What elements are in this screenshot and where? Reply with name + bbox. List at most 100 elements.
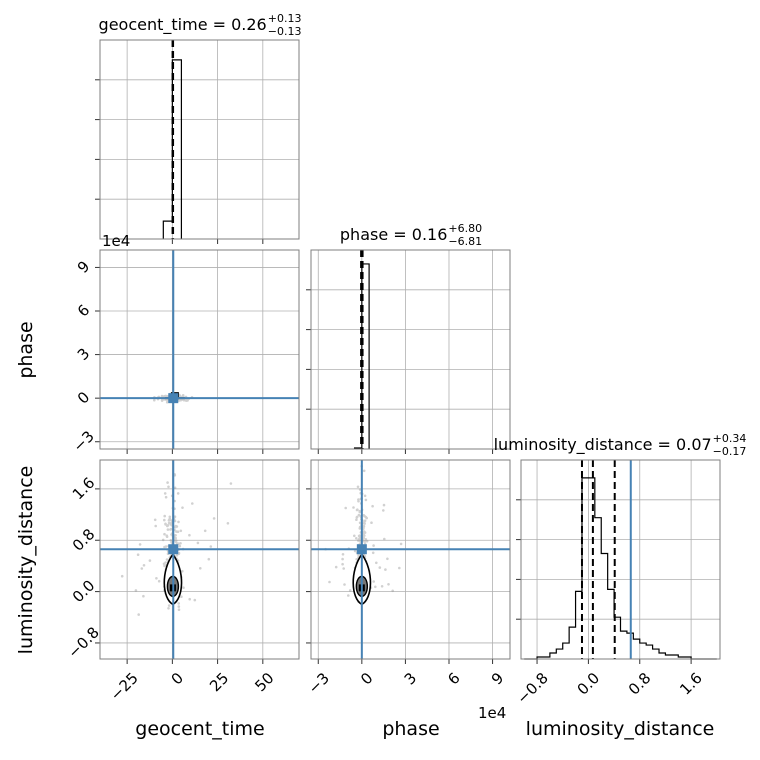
title-geocent-time-plus: +0.13: [268, 12, 302, 25]
panel-geocent-time-vs-luminosity-distance-frame: [99, 459, 300, 660]
panel-geocent-time-vs-luminosity-distance-point-162: [203, 529, 207, 533]
panel-geocent-time-vs-luminosity-distance-point-169: [153, 518, 157, 522]
panel-geocent-time-vs-phase-point-43: [186, 399, 189, 402]
panel-geocent-time-vs-phase: −3 0 3 6 9: [69, 249, 300, 456]
panel-phase-vs-luminosity-distance-point-184: [382, 509, 385, 512]
panel-geocent-time-vs-luminosity-distance: −25 0 25 50−0.80.00.81.6: [64, 459, 300, 704]
title-phase-minus: −6.81: [448, 235, 482, 248]
xlabel-luminosity-distance: luminosity_distance: [526, 718, 715, 740]
panel-phase-vs-luminosity-distance-point-241: [355, 537, 358, 540]
panel-geocent-time-vs-luminosity-distance-xticklabel-3: 50: [251, 669, 277, 695]
panel-geocent-time-vs-luminosity-distance-point-8: [167, 519, 171, 522]
panel-phase-vs-luminosity-distance-point-174: [355, 508, 359, 512]
panel-phase-vs-luminosity-distance-point-180: [364, 498, 368, 502]
panel-phase-vs-luminosity-distance-xticklabel-2: 3: [401, 669, 420, 688]
titles: geocent_time = 0.26 +0.13−0.13 phase = 0.1…: [99, 12, 747, 458]
panel-phase-vs-luminosity-distance-point-170: [364, 538, 368, 541]
panel-geocent-time-vs-phase-point-20: [181, 394, 185, 397]
panel-geocent-time-vs-luminosity-distance-point-64: [167, 521, 171, 525]
panel-phase-vs-luminosity-distance-point-259: [391, 589, 395, 593]
panel-geocent-time-vs-luminosity-distance-point-28: [168, 518, 171, 521]
panel-geocent-time-vs-luminosity-distance-point-59: [161, 538, 165, 542]
panel-geocent-time-vs-luminosity-distance-point-138: [212, 517, 216, 520]
panel-geocent-time-vs-luminosity-distance-point-52: [165, 535, 169, 538]
panel-phase-vs-luminosity-distance-point-234: [343, 583, 346, 586]
panel-geocent-time-vs-phase-yticklabel-1: 0: [74, 388, 93, 407]
panel-geocent-time-vs-luminosity-distance-point-68: [136, 553, 140, 556]
panel-geocent-time-vs-luminosity-distance-point-49: [175, 525, 179, 528]
panel-phase-vs-luminosity-distance-point-30: [398, 566, 401, 570]
panel-phase-vs-luminosity-distance-point-95: [363, 534, 366, 537]
panel-geocent-time-vs-luminosity-distance-point-61: [163, 564, 166, 568]
panel-geocent-time-vs-luminosity-distance-point-238: [163, 532, 166, 536]
panel-geocent-time-vs-luminosity-distance-point-66: [179, 529, 183, 533]
panel-geocent-time-vs-luminosity-distance-point-151: [209, 545, 213, 548]
panel-geocent-time-vs-luminosity-distance-xticklabel-1: 0: [168, 669, 187, 688]
panel-phase-vs-luminosity-distance-point-186: [358, 488, 362, 491]
panel-phase-vs-luminosity-distance-point-61: [344, 506, 348, 510]
hist-phase-frame: [310, 249, 511, 450]
panel-phase-vs-luminosity-distance-point-145: [347, 594, 350, 597]
panel-geocent-time-vs-luminosity-distance-point-145: [177, 608, 181, 611]
hist-luminosity-distance-xticklabel-0: −0.8: [513, 669, 551, 707]
panel-geocent-time-vs-luminosity-distance-point-42: [137, 613, 140, 616]
phase-x-offset-label: 1e4: [478, 704, 506, 722]
panel-geocent-time-vs-luminosity-distance-point-148: [174, 534, 177, 537]
panel-geocent-time-vs-luminosity-distance-point-218: [170, 541, 173, 544]
panel-geocent-time-vs-luminosity-distance-point-48: [163, 514, 166, 518]
panel-geocent-time-vs-luminosity-distance-point-160: [173, 519, 177, 523]
panel-geocent-time-vs-luminosity-distance-point-191: [166, 481, 169, 484]
panel-geocent-time-vs-luminosity-distance-point-253: [166, 524, 169, 528]
panel-phase-vs-luminosity-distance-point-53: [357, 499, 360, 503]
title-luminosity-distance-plus: +0.34: [713, 432, 747, 445]
panel-geocent-time-vs-luminosity-distance-point-150: [142, 594, 145, 598]
panel-geocent-time-vs-luminosity-distance-point-22: [164, 561, 167, 564]
panel-phase-vs-luminosity-distance-point-34: [341, 562, 344, 566]
title-geocent-time: geocent_time = 0.26 +0.13−0.13: [99, 12, 302, 38]
panel-phase-vs-luminosity-distance-point-222: [363, 531, 367, 534]
hist-luminosity-distance-steps: [524, 477, 717, 660]
panel-phase-vs-luminosity-distance-point-195: [357, 539, 360, 542]
panel-phase-vs-luminosity-distance-point-63: [358, 527, 362, 530]
title-phase-plus: +6.80: [448, 222, 482, 235]
panel-phase-vs-luminosity-distance-point-43: [357, 513, 361, 517]
hist-geocent-time-panel: [95, 39, 300, 244]
panel-geocent-time-vs-luminosity-distance-point-32: [167, 604, 171, 607]
panel-geocent-time-vs-phase-yticklabel-2: 3: [74, 344, 93, 363]
panel-geocent-time-vs-luminosity-distance-point-99: [175, 530, 178, 533]
panel-geocent-time-vs-phase-point-8: [164, 394, 168, 398]
panel-geocent-time-vs-luminosity-distance-point-111: [164, 545, 168, 548]
hist-luminosity-distance-xticklabel-1: 0.0: [574, 669, 604, 699]
title-phase: phase = 0.16 +6.80−6.81: [340, 222, 482, 248]
panel-geocent-time-vs-phase-yticklabel-4: 9: [74, 257, 93, 276]
title-geocent-time-value: geocent_time = 0.26: [99, 15, 267, 35]
panel-geocent-time-vs-phase-point-28: [160, 394, 164, 398]
panel-phase-vs-luminosity-distance-point-47: [358, 525, 362, 529]
panel-geocent-time-vs-luminosity-distance-point-18: [169, 527, 173, 531]
panel-geocent-time-vs-phase-point-14: [182, 398, 186, 402]
panel-phase-vs-luminosity-distance-point-135: [341, 553, 345, 556]
panel-geocent-time-vs-luminosity-distance-point-40: [182, 586, 185, 589]
panel-geocent-time-vs-phase-frame: [99, 249, 300, 450]
panel-geocent-time-vs-phase-point-72: [165, 400, 169, 404]
xlabel-geocent-time: geocent_time: [135, 718, 264, 740]
panel-geocent-time-vs-luminosity-distance-point-234: [155, 577, 158, 580]
panel-phase-vs-luminosity-distance-xticklabel-4: 9: [488, 669, 507, 688]
panel-phase-vs-luminosity-distance-point-130: [355, 515, 359, 519]
panel-geocent-time-vs-luminosity-distance-point-208: [174, 524, 178, 528]
panel-geocent-time-vs-luminosity-distance-point-189: [138, 543, 142, 546]
panel-geocent-time-vs-luminosity-distance-point-4: [162, 562, 166, 566]
panel-geocent-time-vs-phase-point-61: [179, 398, 182, 402]
panel-geocent-time-vs-luminosity-distance-point-86: [207, 557, 211, 561]
panel-phase-vs-luminosity-distance-point-41: [371, 504, 374, 508]
panel-geocent-time-vs-phase-point-40: [184, 399, 188, 402]
panel-geocent-time-vs-luminosity-distance-xticklabel-0: −25: [107, 669, 142, 704]
panel-phase-vs-luminosity-distance-point-64: [386, 557, 389, 561]
panel-geocent-time-vs-luminosity-distance-point-82: [177, 602, 180, 605]
panel-geocent-time-vs-luminosity-distance-point-126: [168, 517, 172, 521]
panel-geocent-time-vs-luminosity-distance-truth-marker: [168, 544, 179, 555]
title-luminosity-distance-value: luminosity_distance = 0.07: [494, 435, 712, 455]
panel-geocent-time-vs-phase-point-38: [160, 399, 164, 402]
